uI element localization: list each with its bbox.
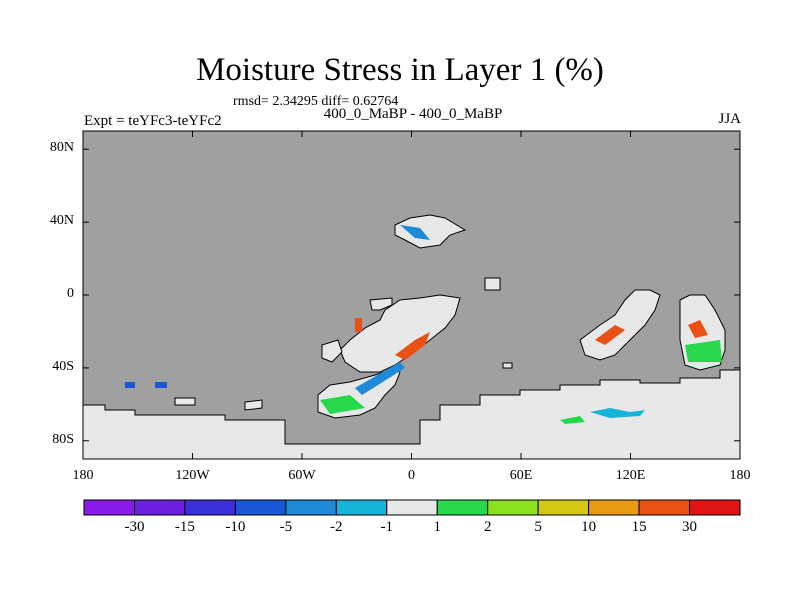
anomaly-red-streak (395, 332, 430, 360)
lon-tick-label: 60E (509, 468, 533, 483)
lon-tick-label: 0 (408, 468, 415, 483)
land-tiny-islands (174, 277, 513, 411)
colorbar-swatch (184, 499, 236, 516)
land-small-west (321, 339, 343, 363)
colorbar-label: 1 (433, 519, 441, 535)
colorbar-swatch (487, 499, 539, 516)
anomaly-red-east (595, 325, 625, 345)
colorbar-swatch (234, 499, 287, 516)
experiment-label: Expt = teYFc3-teYFc2 (84, 113, 222, 129)
season-label: JJA (718, 111, 741, 127)
land-antarctica (82, 369, 741, 460)
land-layer (82, 214, 741, 460)
colorbar-label: -30 (124, 519, 145, 535)
anomaly-blue-streak (355, 362, 405, 395)
colorbar-label: 30 (682, 519, 698, 535)
lat-tick-label: 40S (52, 358, 74, 374)
colorbar-swatch (436, 499, 489, 516)
colorbar-swatch (689, 499, 741, 516)
anomaly-blue-ice (590, 408, 645, 418)
lon-tick-label: 180 (72, 468, 94, 483)
chart-title: Moisture Stress in Layer 1 (%) (196, 52, 604, 88)
lat-tick-label: 40N (49, 213, 74, 229)
anomaly-green-ice (560, 416, 585, 424)
lon-tick-label: 120E (615, 468, 646, 483)
anomaly-layer (125, 225, 722, 424)
statistics-label: rmsd= 2.34295 diff= 0.62764 (233, 94, 399, 109)
lat-tick-label: 80N (49, 140, 74, 156)
colorbar-label: -2 (330, 519, 343, 535)
lat-tick-label: 0 (67, 286, 74, 301)
land-main-continent (339, 294, 461, 373)
anomaly-green-south (320, 395, 365, 414)
colorbar-label: 10 (581, 519, 597, 535)
lat-tick-label: 80S (52, 431, 74, 447)
lon-tick-label: 120W (175, 468, 210, 483)
colorbar-label: -10 (225, 519, 246, 535)
colorbar-label: 5 (534, 519, 542, 535)
anomaly-blue-patch (125, 382, 167, 388)
anomaly-red-fareast (688, 320, 708, 338)
lon-tick-label: 180 (729, 468, 751, 483)
colorbar-label: 2 (483, 519, 492, 535)
colorbar-label: 15 (631, 519, 647, 535)
colorbar-swatch (133, 499, 186, 516)
colorbar-swatch (335, 499, 388, 516)
colorbar-label: -15 (174, 519, 195, 535)
colorbar-swatch (588, 499, 640, 516)
colorbar-swatch (386, 499, 438, 516)
colorbar-label: -5 (279, 519, 293, 535)
colorbar-label: -1 (380, 519, 394, 535)
anomaly-red-small (355, 318, 362, 332)
colorbar-swatch (83, 499, 135, 516)
colorbar-swatch (537, 499, 590, 516)
lon-tick-label: 60W (288, 468, 316, 483)
anomaly-blue-north (400, 225, 430, 240)
period-label: 400_0_MaBP - 400_0_MaBP (323, 106, 503, 122)
anomaly-green-fareast (685, 340, 722, 362)
colorbar-swatch (638, 499, 691, 516)
land-north-fragment (394, 214, 467, 249)
land-west-piece (369, 297, 393, 311)
colorbar-swatch (285, 499, 337, 516)
